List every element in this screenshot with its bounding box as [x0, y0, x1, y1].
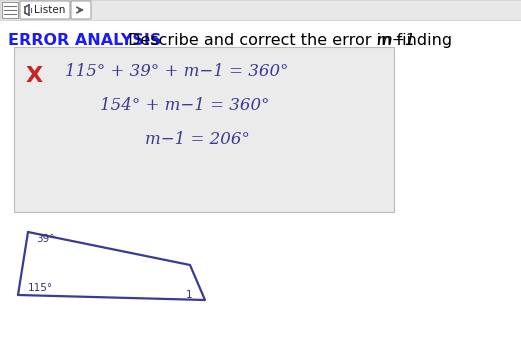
Text: ERROR ANALYSIS: ERROR ANALYSIS	[8, 33, 162, 48]
FancyBboxPatch shape	[0, 0, 521, 20]
Text: 39°: 39°	[36, 234, 55, 244]
FancyBboxPatch shape	[20, 1, 70, 19]
Text: Describe and correct the error in finding: Describe and correct the error in findin…	[123, 33, 457, 48]
FancyBboxPatch shape	[2, 2, 18, 18]
Text: 115° + 39° + m−1 = 360°: 115° + 39° + m−1 = 360°	[65, 63, 289, 80]
Text: 1: 1	[186, 290, 193, 300]
Text: X: X	[26, 66, 43, 86]
Text: 115°: 115°	[28, 283, 53, 293]
Text: Listen: Listen	[34, 5, 65, 15]
Text: m−1 = 206°: m−1 = 206°	[145, 131, 250, 148]
FancyBboxPatch shape	[14, 47, 394, 212]
FancyBboxPatch shape	[71, 1, 91, 19]
Text: m−1: m−1	[376, 33, 415, 48]
Text: 154° + m−1 = 360°: 154° + m−1 = 360°	[100, 97, 269, 114]
